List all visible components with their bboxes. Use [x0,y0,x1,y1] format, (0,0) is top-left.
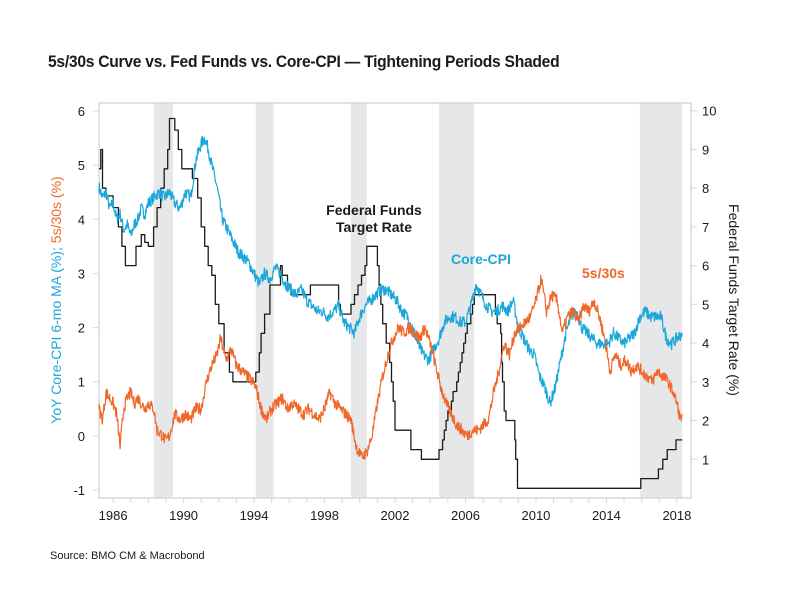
left-tick-label: 3 [78,266,85,281]
annotation-core-cpi: Core-CPI [451,251,511,267]
annotation-fed-funds-line1: Federal Funds [326,202,422,218]
left-tick-label: 5 [78,158,85,173]
x-tick-label: 2014 [592,508,621,523]
left-tick-label: -1 [73,483,85,498]
series-core-cpi [98,135,683,407]
x-tick-label: 2010 [521,508,550,523]
left-tick-label: 6 [78,104,85,119]
shaded-period-0 [153,103,173,498]
left-tick-label: 0 [78,429,85,444]
right-tick-label: 6 [702,259,709,274]
series-fed-funds [99,117,683,489]
right-tick-label: 10 [702,104,716,119]
x-tick-label: 1986 [99,508,128,523]
source-note: Source: BMO CM & Macrobond [50,550,205,562]
x-tick-label: 2006 [451,508,480,523]
right-tick-label: 8 [702,181,709,196]
right-tick-label: 1 [702,452,709,467]
left-axis-title: YoY Core-CPI 6-mo MA (%); 5s/30s (%) [48,176,64,423]
right-tick-label: 2 [702,414,709,429]
x-tick-label: 1994 [240,508,269,523]
left-tick-label: 4 [78,212,85,227]
x-tick-label: 2002 [381,508,410,523]
shaded-period-2 [350,103,367,498]
x-tick-label: 2018 [662,508,691,523]
right-tick-label: 4 [702,336,709,351]
shaded-period-4 [639,103,683,498]
right-tick-label: 3 [702,375,709,390]
left-tick-label: 2 [78,321,85,336]
right-tick-label: 5 [702,297,709,312]
left-tick-label: 1 [78,375,85,390]
annotation-fed-funds-line2: Target Rate [336,219,412,235]
right-tick-label: 9 [702,142,709,157]
series-5s30s [98,274,683,460]
shaded-period-1 [255,103,274,498]
x-tick-label: 1998 [310,508,339,523]
left-axis-title-cpi: YoY Core-CPI 6-mo MA (%); [48,243,64,424]
right-axis: 1 2 3 4 5 6 7 8 9 10 [691,104,716,467]
shaded-periods [153,103,683,498]
x-tick-label: 1990 [169,508,198,523]
left-axis: -1 0 1 2 3 4 5 6 [73,104,99,498]
series-lines [98,117,683,489]
chart-title: 5s/30s Curve vs. Fed Funds vs. Core-CPI … [48,52,560,71]
right-axis-title: Federal Funds Target Rate (%) [726,204,742,396]
right-tick-label: 7 [702,220,709,235]
annotation-5s30s: 5s/30s [582,265,625,281]
x-axis: 1986 1990 1994 1998 2002 2006 2010 2014 2018 [99,498,691,523]
left-axis-title-curve: 5s/30s (%) [48,176,64,243]
